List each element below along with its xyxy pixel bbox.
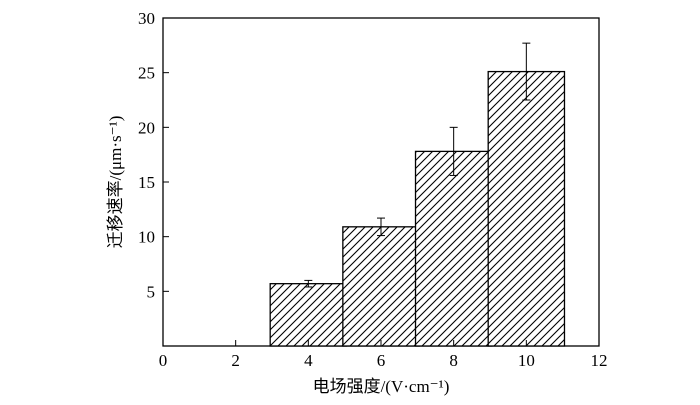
bar-8 (414, 150, 493, 347)
error-bar-10 (522, 42, 531, 101)
x-tick-label-4: 4 (304, 351, 313, 370)
x-tick-label-10: 10 (518, 351, 535, 370)
x-tick-label-0: 0 (159, 351, 168, 370)
error-bar-8 (449, 126, 458, 176)
error-bar-4 (304, 279, 313, 288)
x-tick-label-12: 12 (591, 351, 608, 370)
y-tick-label-5: 5 (147, 282, 156, 301)
y-tick-label-20: 20 (138, 118, 155, 137)
error-bar-6 (377, 217, 385, 237)
x-tick-label-8: 8 (449, 351, 458, 370)
bars-layer (269, 70, 566, 347)
y-tick-label-25: 25 (138, 64, 155, 83)
bar-6 (342, 226, 420, 347)
x-tick-label-6: 6 (377, 351, 386, 370)
y-axis-label: 迁移速率/(μm·s⁻¹) (106, 116, 125, 249)
x-tick-label-2: 2 (231, 351, 240, 370)
ticks-layer: 0 2 4 6 8 10 12 5 10 15 20 25 30 (138, 9, 608, 370)
bar-10 (487, 70, 566, 347)
bar-4 (269, 283, 348, 347)
x-axis-label: 电场强度/(V·cm⁻¹) (313, 377, 450, 396)
y-tick-label-10: 10 (138, 228, 155, 247)
error-bars-layer (304, 42, 531, 288)
y-tick-label-15: 15 (138, 173, 155, 192)
y-tick-label-30: 30 (138, 9, 155, 28)
